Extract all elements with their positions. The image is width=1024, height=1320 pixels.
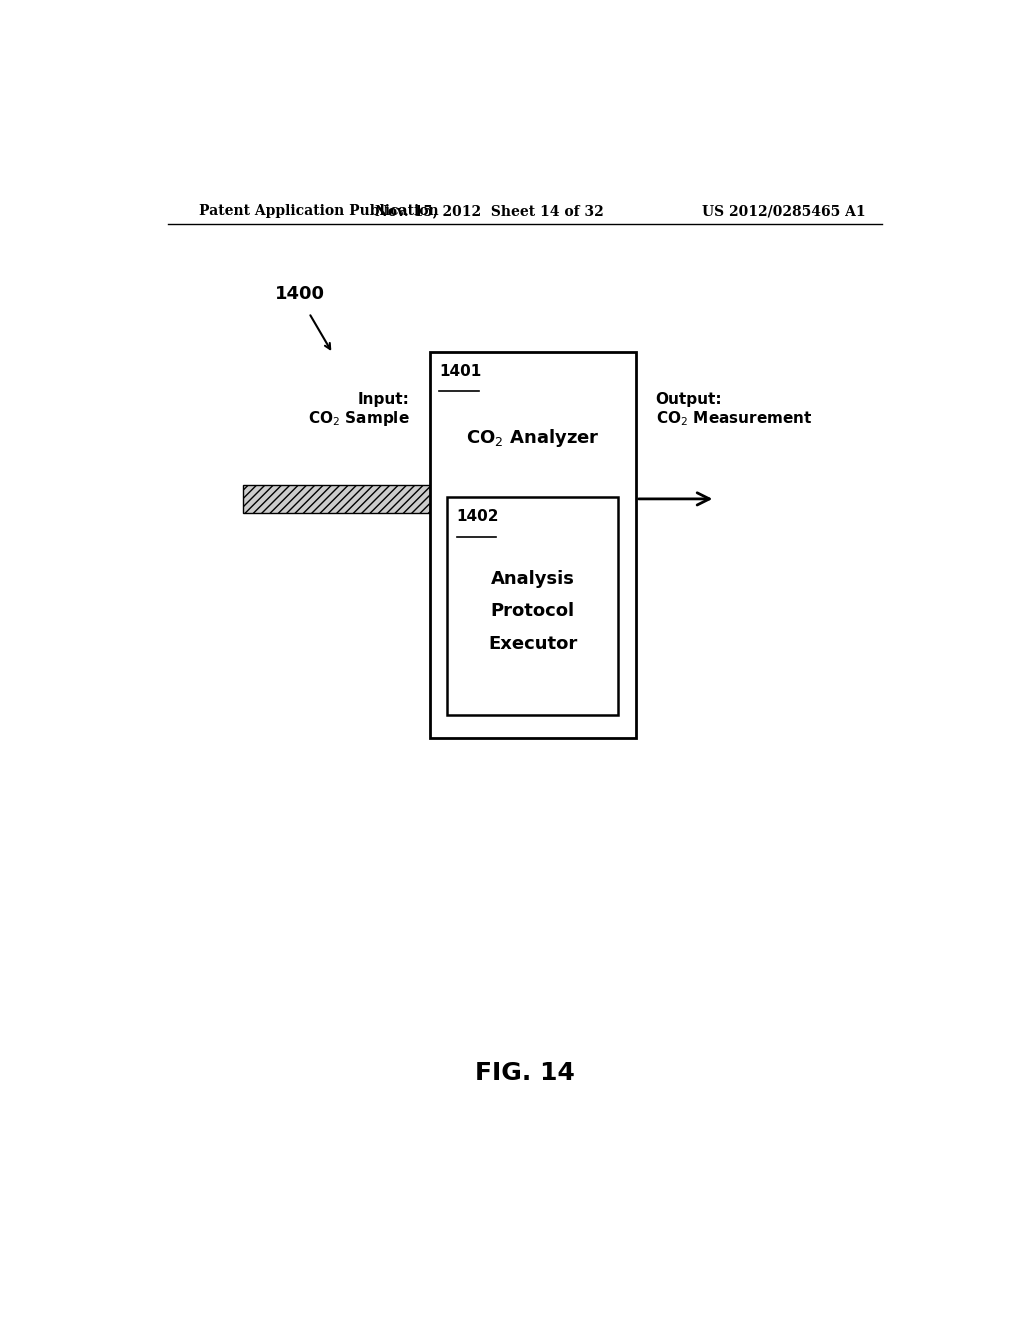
Text: US 2012/0285465 A1: US 2012/0285465 A1 (702, 205, 866, 218)
Text: Input:: Input: (357, 392, 410, 408)
Text: 1401: 1401 (439, 364, 481, 379)
Bar (430, 351, 636, 738)
Bar (243, 484, 430, 513)
Text: CO$_2$ Analyzer: CO$_2$ Analyzer (466, 426, 600, 449)
Bar (447, 496, 618, 715)
Text: CO$_2$ Sample: CO$_2$ Sample (308, 409, 410, 429)
Text: Output:: Output: (655, 392, 722, 408)
Text: CO$_2$ Measurement: CO$_2$ Measurement (655, 409, 812, 428)
Text: FIG. 14: FIG. 14 (475, 1061, 574, 1085)
Text: 1400: 1400 (274, 285, 325, 304)
Text: Protocol: Protocol (490, 602, 574, 620)
Text: 1402: 1402 (457, 510, 499, 524)
Text: Executor: Executor (488, 635, 578, 652)
Text: Analysis: Analysis (490, 570, 574, 587)
Text: Patent Application Publication: Patent Application Publication (200, 205, 439, 218)
Text: Nov. 15, 2012  Sheet 14 of 32: Nov. 15, 2012 Sheet 14 of 32 (375, 205, 603, 218)
